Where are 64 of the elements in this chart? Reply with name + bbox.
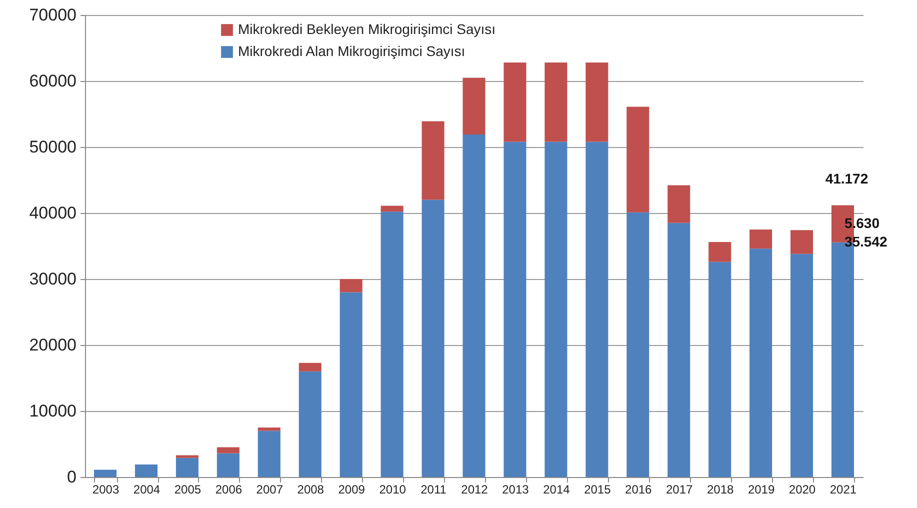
bar [750, 230, 772, 249]
x-tick-label: 2009 [338, 482, 366, 496]
bar [94, 470, 117, 477]
y-tick-label: 0 [67, 468, 76, 486]
x-tick-label: 2020 [788, 482, 816, 496]
x-tick-label: 2021 [830, 482, 857, 496]
bar [422, 200, 444, 477]
bar [708, 262, 732, 477]
y-tick-label: 30000 [29, 270, 76, 288]
y-tick-label: 40000 [29, 204, 76, 222]
bar [340, 279, 362, 292]
y-tick-label: 70000 [29, 6, 76, 24]
bar [380, 206, 404, 212]
x-tick-label: 2017 [666, 482, 694, 496]
bar [626, 212, 650, 477]
x-tick-label: 2018 [706, 482, 734, 496]
bar [258, 430, 280, 477]
total-label: 41.172 [825, 170, 868, 186]
bar [626, 106, 650, 212]
x-tick-label: 2006 [215, 482, 242, 496]
x-tick-label: 2016 [625, 482, 652, 496]
bar [380, 212, 404, 477]
bar [668, 222, 690, 477]
bar [462, 134, 486, 477]
x-tick-label: 2008 [297, 482, 324, 496]
bar [750, 248, 772, 477]
bar [544, 142, 568, 477]
bar [790, 254, 814, 477]
x-tick-label: 2007 [256, 482, 284, 496]
y-tick-label: 60000 [29, 72, 76, 90]
bar [176, 455, 198, 458]
bar [298, 371, 322, 477]
x-tick-label: 2013 [502, 482, 530, 496]
bar [216, 453, 240, 477]
y-tick-label: 20000 [29, 336, 76, 354]
bar [586, 62, 608, 142]
bar [504, 62, 526, 142]
y-tick-label: 10000 [29, 402, 76, 420]
x-tick-label: 2005 [174, 482, 202, 496]
x-tick-label: 2004 [133, 482, 160, 496]
bar [258, 428, 280, 431]
bar [586, 142, 608, 477]
bar [176, 458, 198, 477]
bar [340, 292, 362, 477]
bar [422, 121, 444, 200]
x-tick-label: 2003 [92, 482, 120, 496]
bar [668, 185, 690, 223]
bar [216, 447, 240, 454]
legend-label: Mikrokredi Bekleyen Mikrogirişimci Sayısı [238, 21, 496, 37]
bar [298, 362, 322, 372]
x-tick-label: 2019 [748, 482, 775, 496]
x-tick-label: 2012 [461, 482, 488, 496]
x-tick-label: 2010 [379, 482, 406, 496]
x-tick-label: 2014 [543, 482, 570, 496]
bar [462, 78, 486, 134]
legend-label: Mikrokredi Alan Mikrogirişimci Sayısı [238, 43, 466, 59]
bar [544, 62, 568, 142]
bar [708, 242, 732, 262]
x-tick-label: 2015 [584, 482, 612, 496]
bar [504, 142, 526, 477]
y-tick-label: 50000 [29, 138, 76, 156]
bar [134, 464, 158, 477]
x-tick-label: 2011 [420, 482, 447, 496]
bar [790, 230, 814, 254]
